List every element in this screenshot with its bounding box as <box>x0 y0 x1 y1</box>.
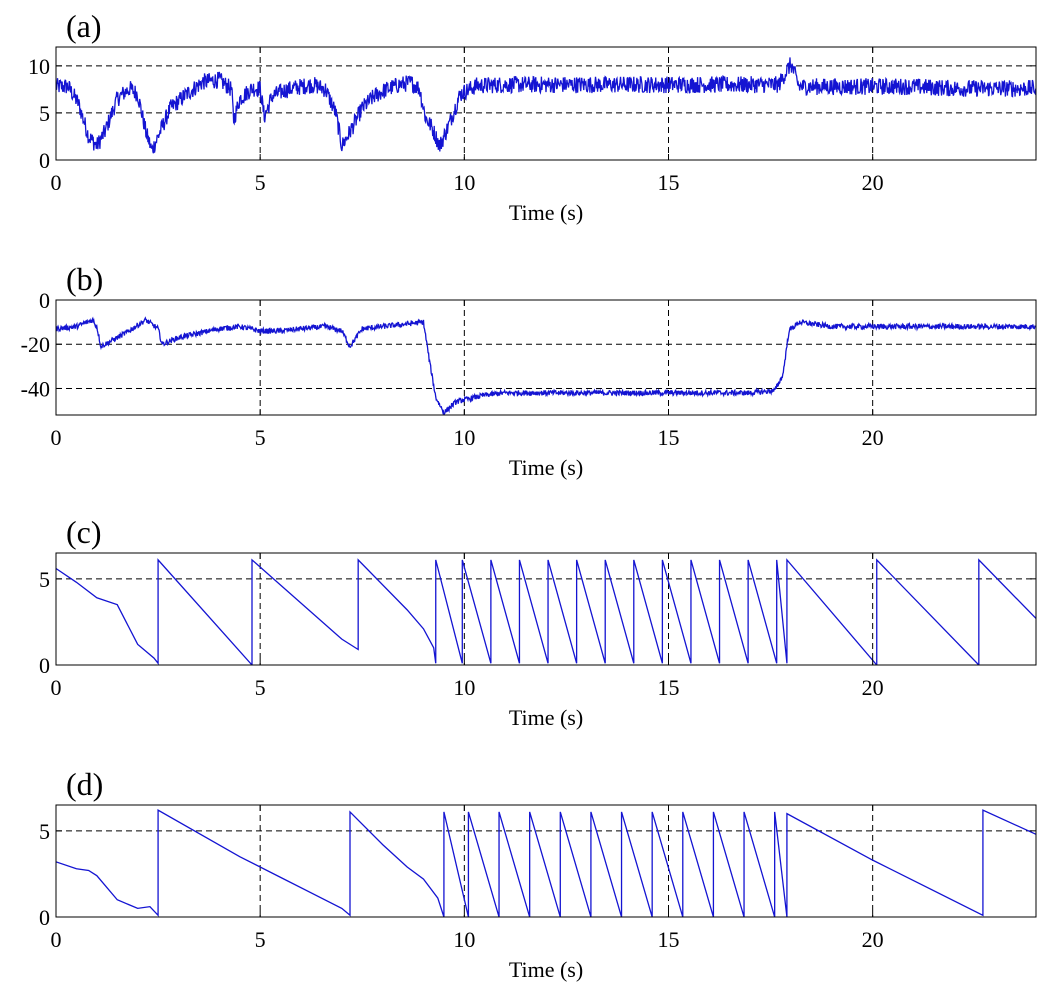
series-line <box>56 57 1036 154</box>
x-tick-label: 5 <box>255 675 266 700</box>
x-axis-title: Time (s) <box>509 455 583 480</box>
x-tick-label: 15 <box>658 927 680 952</box>
x-axis-title: Time (s) <box>509 957 583 982</box>
x-tick-label: 10 <box>453 675 475 700</box>
series-line <box>56 316 1036 415</box>
x-tick-label: 15 <box>658 170 680 195</box>
y-tick-label: 0 <box>39 148 50 173</box>
x-axis-title: Time (s) <box>509 200 583 225</box>
panel-label: (c) <box>66 514 102 550</box>
panel-label: (a) <box>66 8 102 44</box>
x-tick-label: 0 <box>51 675 62 700</box>
y-tick-label: -40 <box>21 376 50 401</box>
x-tick-label: 0 <box>51 425 62 450</box>
y-tick-label: -20 <box>21 332 50 357</box>
panel-2: (c) 0 5 10 15 20 0 5 Time (s) <box>39 514 1037 730</box>
x-tick-label: 5 <box>255 927 266 952</box>
x-tick-label: 20 <box>862 425 884 450</box>
panel-label: (b) <box>66 261 103 297</box>
y-tick-label: 5 <box>39 819 50 844</box>
x-tick-label: 5 <box>255 170 266 195</box>
panel-3: (d) 0 5 10 15 20 0 5 Time (s) <box>39 766 1037 982</box>
x-tick-label: 20 <box>862 170 884 195</box>
x-tick-label: 10 <box>453 170 475 195</box>
x-tick-label: 5 <box>255 425 266 450</box>
x-tick-label: 10 <box>453 927 475 952</box>
y-tick-label: 5 <box>39 101 50 126</box>
y-tick-label: 0 <box>39 905 50 930</box>
series-line <box>56 809 1036 917</box>
panel-0: (a) 0 5 10 15 20 0 5 10 Time (s) <box>28 8 1037 225</box>
x-tick-label: 15 <box>658 425 680 450</box>
x-tick-label: 0 <box>51 927 62 952</box>
x-axis-title: Time (s) <box>509 705 583 730</box>
x-tick-label: 15 <box>658 675 680 700</box>
plot-frame <box>55 299 1037 416</box>
y-tick-label: 10 <box>28 54 50 79</box>
x-tick-label: 20 <box>862 675 884 700</box>
panel-label: (d) <box>66 766 103 802</box>
y-tick-label: 0 <box>39 653 50 678</box>
x-tick-label: 10 <box>453 425 475 450</box>
panel-1: (b) 0 5 10 15 20 0 -20 -40 Time (s) <box>21 261 1037 480</box>
plot-frame <box>55 46 1037 161</box>
y-tick-label: 0 <box>39 288 50 313</box>
y-tick-label: 5 <box>39 567 50 592</box>
plot-frame <box>55 804 1037 918</box>
series-line <box>56 558 1036 665</box>
x-tick-label: 0 <box>51 170 62 195</box>
x-tick-label: 20 <box>862 927 884 952</box>
plot-frame <box>55 552 1037 666</box>
